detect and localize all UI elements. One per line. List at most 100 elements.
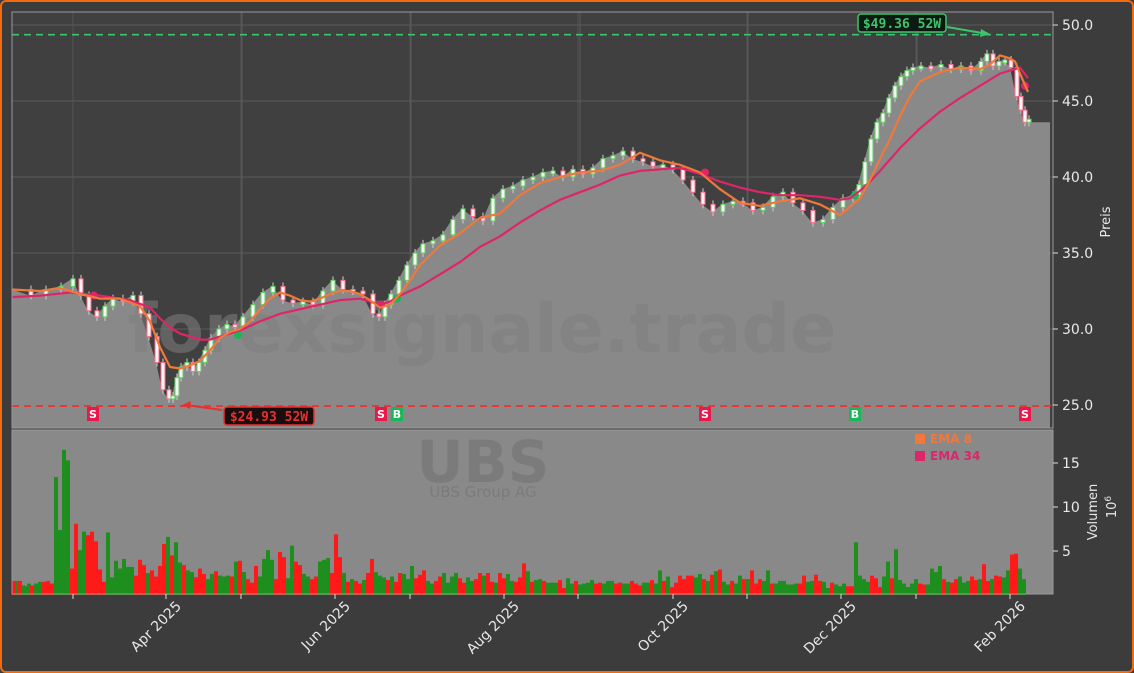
volume-bar: [626, 583, 630, 595]
price-panel: forexsignale.trade SBSBSBS $49.36 52W $2…: [11, 11, 1114, 429]
volume-bar: [370, 558, 374, 595]
volume-bar: [554, 582, 558, 595]
y-tick-label: 15: [1062, 456, 1080, 472]
volume-bar: [994, 575, 998, 595]
candle-body: [300, 301, 306, 306]
volume-bar: [134, 575, 138, 595]
candle-body: [898, 76, 904, 87]
volume-bar: [798, 583, 802, 595]
volume-bar: [958, 576, 962, 595]
candlesticks: [28, 49, 1032, 403]
candle-body: [340, 279, 346, 290]
volume-bar: [90, 531, 94, 595]
volume-bar: [778, 580, 782, 595]
candle-body: [710, 203, 716, 213]
volume-bar: [646, 582, 650, 595]
candle-body: [224, 323, 230, 330]
volume-bar: [738, 575, 742, 595]
volume-bar: [350, 579, 354, 595]
volume-bar: [450, 576, 454, 595]
volume-bar: [250, 582, 254, 595]
volume-bar: [342, 573, 346, 595]
volume-bar: [278, 551, 282, 595]
volume-bar: [638, 585, 642, 595]
sell-signal-marker: S: [699, 407, 711, 421]
volume-bar: [126, 566, 130, 595]
volume-bar: [642, 582, 646, 595]
volume-bar: [1022, 579, 1026, 595]
watermark-text: forexsignale.trade: [128, 290, 837, 369]
volume-bar: [194, 577, 198, 595]
volume-bar: [358, 583, 362, 595]
volume-bar: [522, 563, 526, 595]
volume-bar: [58, 529, 62, 595]
candle-body: [886, 97, 892, 114]
volume-bar: [726, 584, 730, 595]
candle-body: [440, 234, 446, 242]
volume-bar: [614, 583, 618, 595]
volume-bar: [170, 555, 174, 595]
volume-bar: [122, 558, 126, 595]
volume-bar: [834, 584, 838, 595]
volume-bar: [86, 535, 90, 595]
volume-bar: [534, 580, 538, 595]
volume-bar: [906, 587, 910, 595]
volume-bar: [422, 570, 426, 595]
volume-bar: [966, 580, 970, 595]
candle-body: [94, 310, 100, 318]
signal-label: S: [89, 408, 97, 421]
volume-axis-label: Volumen: [1086, 484, 1101, 541]
volume-y-axis: 5 10 15: [1053, 456, 1080, 560]
company-watermark-text: UBS Group AG: [429, 483, 536, 501]
low-52w-label-box: [223, 406, 315, 426]
volume-bar: [238, 560, 242, 595]
volume-bar: [694, 577, 698, 595]
candle-body: [640, 158, 646, 163]
volume-bar: [322, 559, 326, 595]
volume-bar: [574, 580, 578, 595]
volume-bar: [410, 565, 414, 595]
legend-label: EMA 8: [930, 432, 972, 446]
candle-body: [360, 290, 366, 295]
volume-bar: [502, 578, 506, 595]
candle-body: [1026, 118, 1032, 123]
volume-bar: [518, 577, 522, 595]
volume-bar: [526, 571, 530, 595]
volume-bar: [110, 577, 114, 595]
volume-bar: [474, 579, 478, 595]
volume-bar: [182, 565, 186, 595]
volume-bar: [918, 583, 922, 595]
volume-bar: [970, 576, 974, 595]
y-tick-label: 45.0: [1062, 94, 1093, 110]
high-52w-annotation: $49.36 52W: [857, 13, 990, 37]
volume-bar: [274, 579, 278, 595]
volume-bar: [234, 561, 238, 595]
volume-bar: [634, 583, 638, 595]
volume-bar: [878, 587, 882, 595]
candle-body: [680, 168, 686, 181]
volume-bar: [338, 557, 342, 595]
volume-bar: [650, 580, 654, 595]
volume-bar: [102, 581, 106, 595]
volume-bar: [710, 574, 714, 595]
volume-bar: [558, 580, 562, 595]
volume-bar: [230, 576, 234, 595]
volume-bar: [754, 583, 758, 595]
volume-bar: [198, 568, 202, 595]
candle-body: [810, 209, 816, 224]
volume-bar: [24, 586, 28, 595]
volume-bar: [206, 579, 210, 595]
volume-bar: [942, 579, 946, 595]
y-tick-label: 30.0: [1062, 322, 1093, 338]
low-52w-label: $24.93 52W: [230, 410, 308, 425]
volume-bar: [290, 545, 294, 595]
volume-bar: [598, 582, 602, 595]
volume-bar: [78, 550, 82, 595]
volume-bar: [478, 573, 482, 595]
candle-body: [78, 278, 84, 297]
volume-bar: [706, 580, 710, 595]
volume-bar: [934, 572, 938, 595]
candle-body: [196, 361, 202, 373]
volume-bar: [982, 564, 986, 595]
